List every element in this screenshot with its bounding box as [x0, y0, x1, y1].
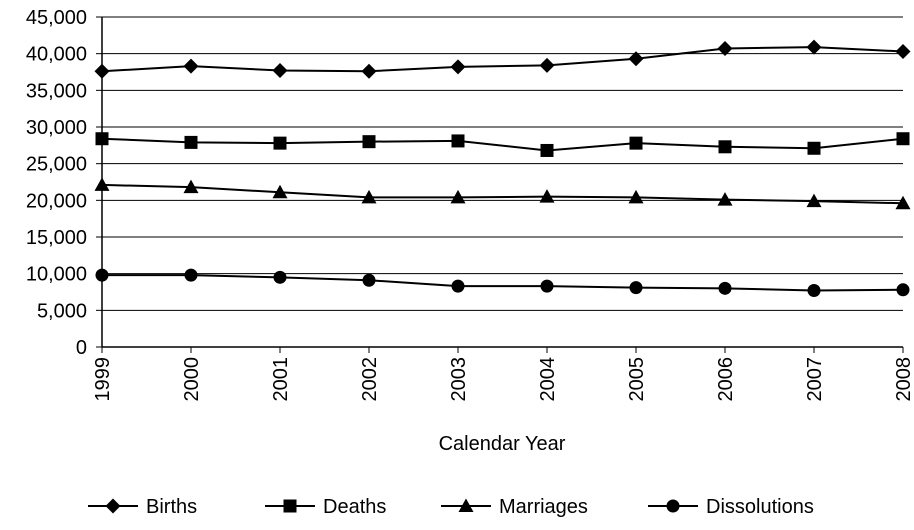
data-point-deaths — [629, 136, 643, 150]
data-point-marriages — [895, 195, 911, 210]
data-point-deaths — [896, 132, 910, 146]
data-point-dissolutions — [362, 273, 376, 287]
legend-marker-births — [105, 498, 121, 514]
legend-label: Deaths — [323, 496, 386, 518]
data-point-deaths — [95, 132, 109, 146]
legend-item-dissolutions: Dissolutions — [648, 496, 814, 518]
data-point-marriages — [806, 193, 822, 208]
legend-label: Dissolutions — [706, 496, 814, 518]
x-tick-label: 2007 — [804, 357, 826, 402]
series-lines — [94, 39, 911, 298]
data-point-dissolutions — [451, 279, 465, 293]
data-point-births — [272, 63, 288, 79]
legend-marker-dissolutions — [666, 499, 680, 513]
data-point-marriages — [539, 189, 555, 203]
y-tick-label: 0 — [76, 337, 87, 359]
data-point-marriages — [450, 189, 466, 204]
data-point-births — [628, 51, 644, 67]
legend-marker-marriages — [458, 498, 474, 512]
data-point-marriages — [94, 177, 110, 191]
data-point-marriages — [717, 192, 733, 206]
series-line-dissolutions — [102, 274, 904, 292]
data-point-deaths — [718, 140, 732, 154]
data-point-marriages — [361, 189, 377, 204]
series-line-deaths — [101, 137, 904, 152]
series-deaths — [95, 132, 910, 157]
y-tick-label: 15,000 — [26, 227, 87, 249]
data-point-births — [806, 39, 822, 55]
x-tick-label: 2008 — [893, 357, 914, 402]
y-tick-label: 20,000 — [26, 190, 87, 212]
series-births — [94, 39, 911, 79]
data-point-marriages — [183, 179, 199, 194]
x-tick-label: 2006 — [715, 357, 737, 402]
data-point-dissolutions — [807, 284, 821, 298]
series-line-births — [101, 46, 904, 73]
data-point-births — [450, 59, 466, 75]
data-point-marriages — [272, 184, 288, 199]
data-point-deaths — [273, 136, 287, 150]
data-point-deaths — [362, 135, 376, 149]
data-point-deaths — [540, 143, 554, 157]
x-axis-title: Calendar Year — [439, 433, 566, 455]
data-point-births — [361, 63, 377, 79]
x-tick-labels: 1999 2000 2001 2002 2003 2004 2005 2006 2007 2008 — [92, 357, 914, 402]
x-tick-label: 2001 — [270, 357, 292, 402]
y-tick-label: 30,000 — [26, 117, 87, 139]
data-point-dissolutions — [540, 279, 554, 293]
legend-item-births: Births — [88, 496, 197, 518]
data-point-births — [895, 43, 911, 59]
series-line-marriages — [101, 183, 904, 205]
data-point-dissolutions — [184, 268, 198, 282]
x-tick-label: 2002 — [359, 357, 381, 402]
legend-marker-deaths — [283, 499, 297, 513]
data-point-deaths — [807, 141, 821, 155]
y-tick-label: 45,000 — [26, 7, 87, 29]
legend-item-deaths: Deaths — [265, 496, 386, 518]
y-tick-label: 35,000 — [26, 80, 87, 102]
x-tick-label: 2003 — [448, 357, 470, 402]
x-tick-label: 1999 — [92, 357, 114, 402]
data-point-deaths — [451, 134, 465, 148]
data-point-dissolutions — [95, 268, 109, 282]
data-point-births — [94, 63, 110, 79]
legend-label: Marriages — [499, 496, 588, 518]
data-point-deaths — [184, 135, 198, 149]
data-point-births — [717, 41, 733, 57]
x-tick-label: 2004 — [537, 357, 559, 402]
y-tick-labels: 0 5,000 10,000 15,000 20,000 25,000 30,000 35,0… — [26, 7, 87, 359]
x-tick-label: 2000 — [181, 357, 203, 402]
data-point-dissolutions — [896, 283, 910, 297]
series-marriages — [94, 177, 911, 210]
gridlines — [102, 16, 903, 311]
x-tick-label: 2005 — [626, 357, 648, 402]
legend-label: Births — [146, 496, 197, 518]
y-tick-label: 5,000 — [37, 300, 87, 322]
data-point-marriages — [628, 189, 644, 204]
data-point-births — [539, 57, 555, 73]
series-dissolutions — [95, 268, 910, 298]
data-point-dissolutions — [273, 270, 287, 284]
data-point-dissolutions — [718, 281, 732, 295]
legend-item-marriages: Marriages — [441, 496, 588, 518]
y-tick-label: 10,000 — [26, 264, 87, 286]
legend: Births Deaths Marriages Dissolutions — [88, 496, 814, 518]
y-tick-label: 40,000 — [26, 44, 87, 66]
y-tick-label: 25,000 — [26, 154, 87, 176]
data-point-births — [183, 58, 199, 74]
data-point-dissolutions — [629, 281, 643, 295]
